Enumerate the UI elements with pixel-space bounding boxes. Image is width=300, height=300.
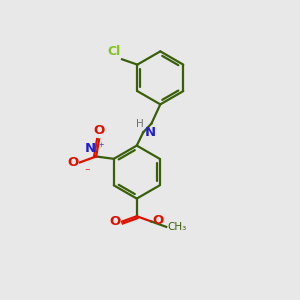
Text: O: O [67, 157, 79, 169]
Text: $^+$: $^+$ [97, 142, 106, 152]
Text: $^-$: $^-$ [83, 167, 91, 177]
Text: O: O [109, 215, 121, 228]
Text: Cl: Cl [107, 45, 121, 58]
Text: CH₃: CH₃ [168, 222, 187, 232]
Text: N: N [145, 126, 156, 140]
Text: N: N [84, 142, 95, 155]
Text: O: O [94, 124, 105, 137]
Text: H: H [136, 119, 144, 129]
Text: O: O [153, 214, 164, 227]
